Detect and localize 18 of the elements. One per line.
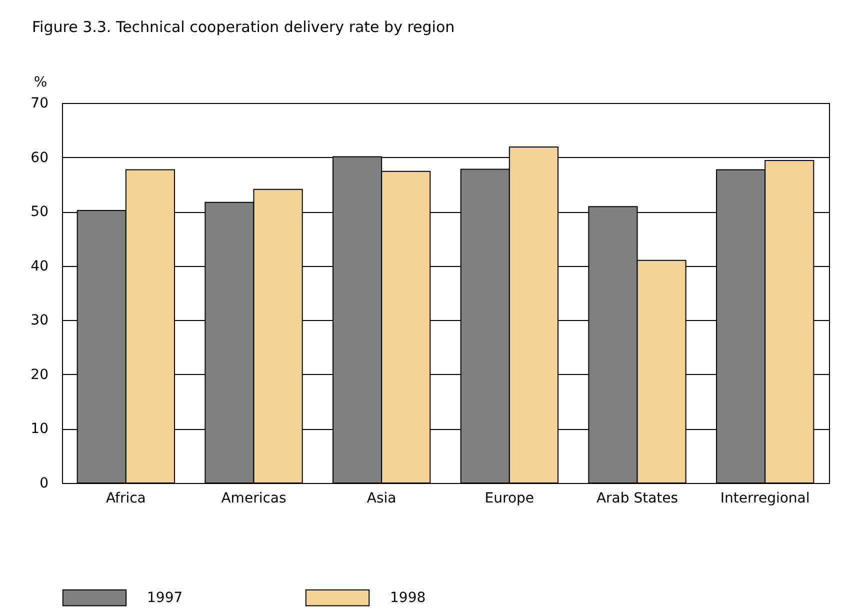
y-tick-label: 30 <box>30 312 48 329</box>
x-tick-label: Europe <box>484 490 534 506</box>
legend-label: 1998 <box>390 590 426 606</box>
y-tick-label: 10 <box>30 421 48 438</box>
y-tick-label: 20 <box>30 366 48 383</box>
y-tick-label: 60 <box>30 150 48 166</box>
x-tick-label: Interregional <box>720 490 810 506</box>
chart-title: Figure 3.3. Technical cooperation delivery rate by region <box>32 18 455 36</box>
y-tick-label: 50 <box>30 204 48 220</box>
y-tick-label: 0 <box>40 476 48 492</box>
y-tick-label: 70 <box>30 96 48 112</box>
x-tick-label: Americas <box>221 490 286 506</box>
x-tick-label: Asia <box>366 490 396 506</box>
y-tick-label: 40 <box>30 258 48 274</box>
y-axis-title: % <box>34 74 48 90</box>
legend-label: 1997 <box>147 590 183 606</box>
x-tick-label: Africa <box>106 490 146 506</box>
x-tick-label: Arab States <box>596 490 678 506</box>
